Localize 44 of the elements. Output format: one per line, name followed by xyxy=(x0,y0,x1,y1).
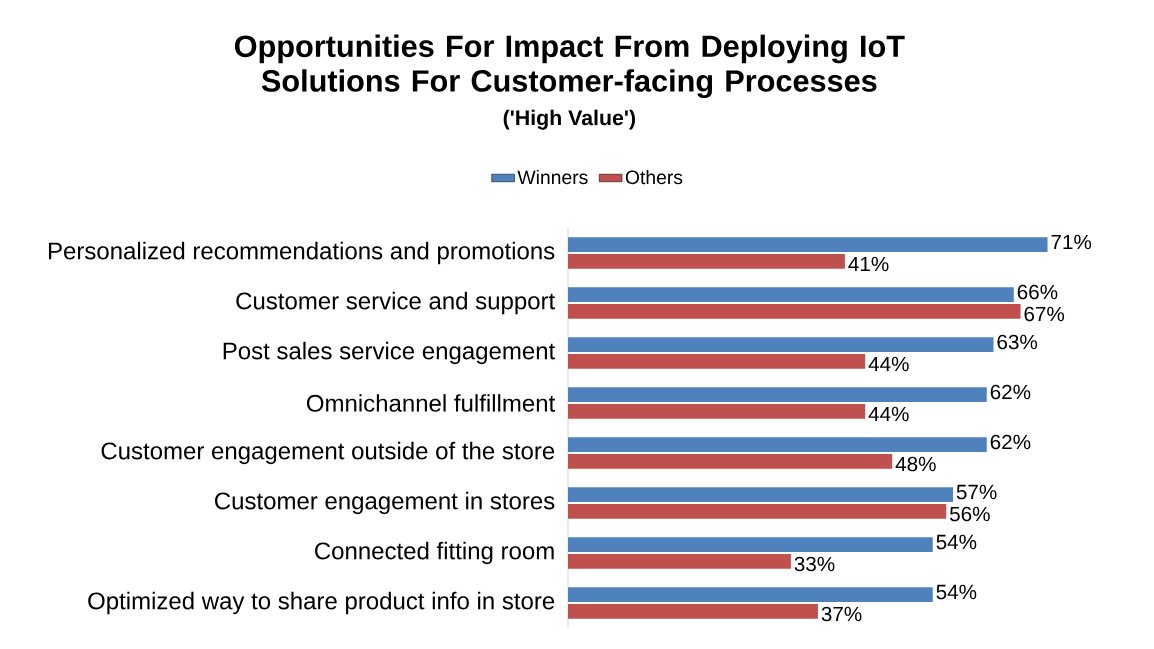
chart-subtitle: ('High Value') xyxy=(503,109,636,130)
legend-label: Others xyxy=(625,169,683,185)
y-tick-label: Customer engagement outside of the store xyxy=(101,441,555,465)
y-tick-label: Post sales service engagement xyxy=(223,341,556,365)
bar xyxy=(568,487,953,502)
bar xyxy=(568,603,818,619)
data-label: 62% xyxy=(990,434,1031,450)
bar xyxy=(568,387,987,402)
data-label: 66% xyxy=(1017,284,1058,300)
data-label: 63% xyxy=(997,334,1038,350)
bar xyxy=(568,437,987,452)
data-label: 54% xyxy=(936,534,977,550)
data-label: 44% xyxy=(868,406,909,422)
data-label: 44% xyxy=(868,356,909,372)
y-tick-label: Optimized way to share product info in store xyxy=(88,591,555,615)
data-label: 33% xyxy=(794,556,835,572)
y-tick-label: Personalized recommendations and promotions xyxy=(48,241,555,265)
bar xyxy=(568,337,994,352)
bar xyxy=(568,303,1021,319)
data-label: 62% xyxy=(990,384,1031,400)
bar xyxy=(568,503,947,519)
data-label: 67% xyxy=(1024,306,1065,322)
y-tick-label: Omnichannel fulfillment xyxy=(306,394,556,412)
bar xyxy=(568,587,933,602)
data-label: 48% xyxy=(895,456,936,472)
data-label: 54% xyxy=(936,584,977,600)
bar xyxy=(568,403,866,419)
y-tick-label: Customer engagement in stores xyxy=(215,491,555,515)
chart-title: Opportunities For Impact From Deploying IoT Solutions For Customer-facing Processes xyxy=(234,34,905,99)
data-label: 37% xyxy=(821,606,862,622)
data-label: 57% xyxy=(956,484,997,500)
bar xyxy=(568,353,866,369)
bar xyxy=(568,553,791,569)
y-tick-label: Customer service and support xyxy=(236,291,556,315)
bar xyxy=(568,287,1014,302)
bar xyxy=(568,237,1048,252)
legend-label: Winners xyxy=(517,169,588,185)
bar xyxy=(568,453,893,469)
data-label: 41% xyxy=(848,256,889,272)
bar xyxy=(568,253,845,269)
data-label: 71% xyxy=(1051,234,1092,250)
bar xyxy=(568,537,933,552)
y-tick-label: Connected fitting room xyxy=(315,541,554,565)
data-label: 56% xyxy=(950,506,990,522)
